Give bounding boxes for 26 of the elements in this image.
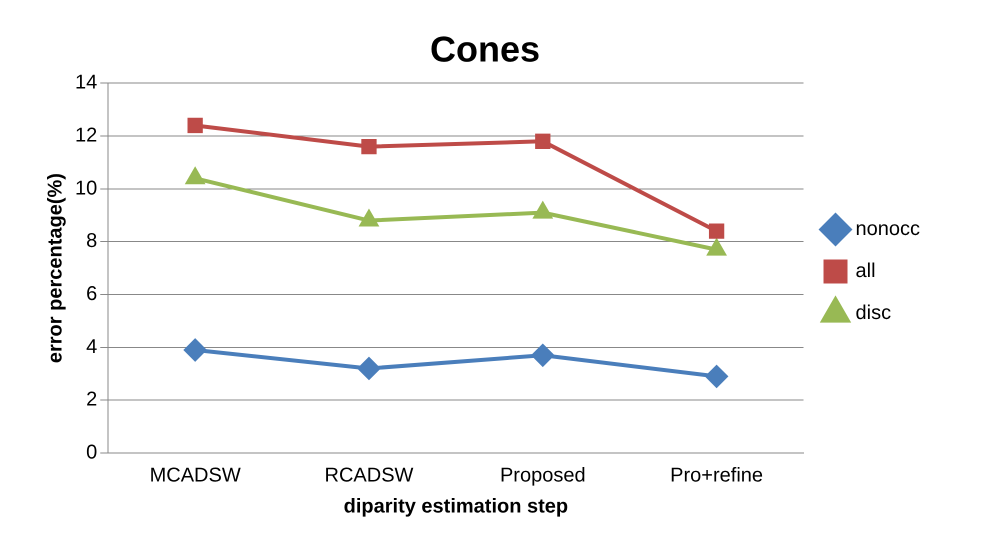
x-tick-label: RCADSW	[324, 464, 414, 487]
point	[706, 365, 728, 388]
y-tick-label: 2	[86, 388, 98, 411]
legend-label: all	[856, 260, 876, 282]
legend-label: disc	[856, 302, 892, 324]
y-tick-label: 10	[74, 177, 98, 200]
y-tick-label: 8	[86, 230, 98, 252]
x-tick-label: Pro+refine	[670, 464, 764, 487]
point	[532, 344, 554, 366]
point	[184, 338, 206, 361]
y-tick-label: 0	[86, 442, 98, 464]
y-tick-label: 14	[74, 72, 98, 94]
chart-title: Cones	[430, 28, 540, 70]
point	[535, 134, 550, 149]
x-axis-title: diparity estimation step	[344, 496, 568, 518]
y-tick-label: 6	[86, 283, 98, 306]
x-tick-label: MCADSW	[150, 464, 241, 487]
point	[187, 118, 203, 134]
point	[358, 357, 380, 380]
y-tick-label: 12	[74, 124, 98, 147]
x-tick-label: Proposed	[500, 464, 586, 487]
point	[708, 223, 724, 239]
y-axis-title: error percentage(%)	[44, 173, 67, 364]
y-tick-label: 4	[86, 336, 98, 358]
point	[361, 138, 377, 154]
legend-label: nonocc	[856, 218, 920, 240]
